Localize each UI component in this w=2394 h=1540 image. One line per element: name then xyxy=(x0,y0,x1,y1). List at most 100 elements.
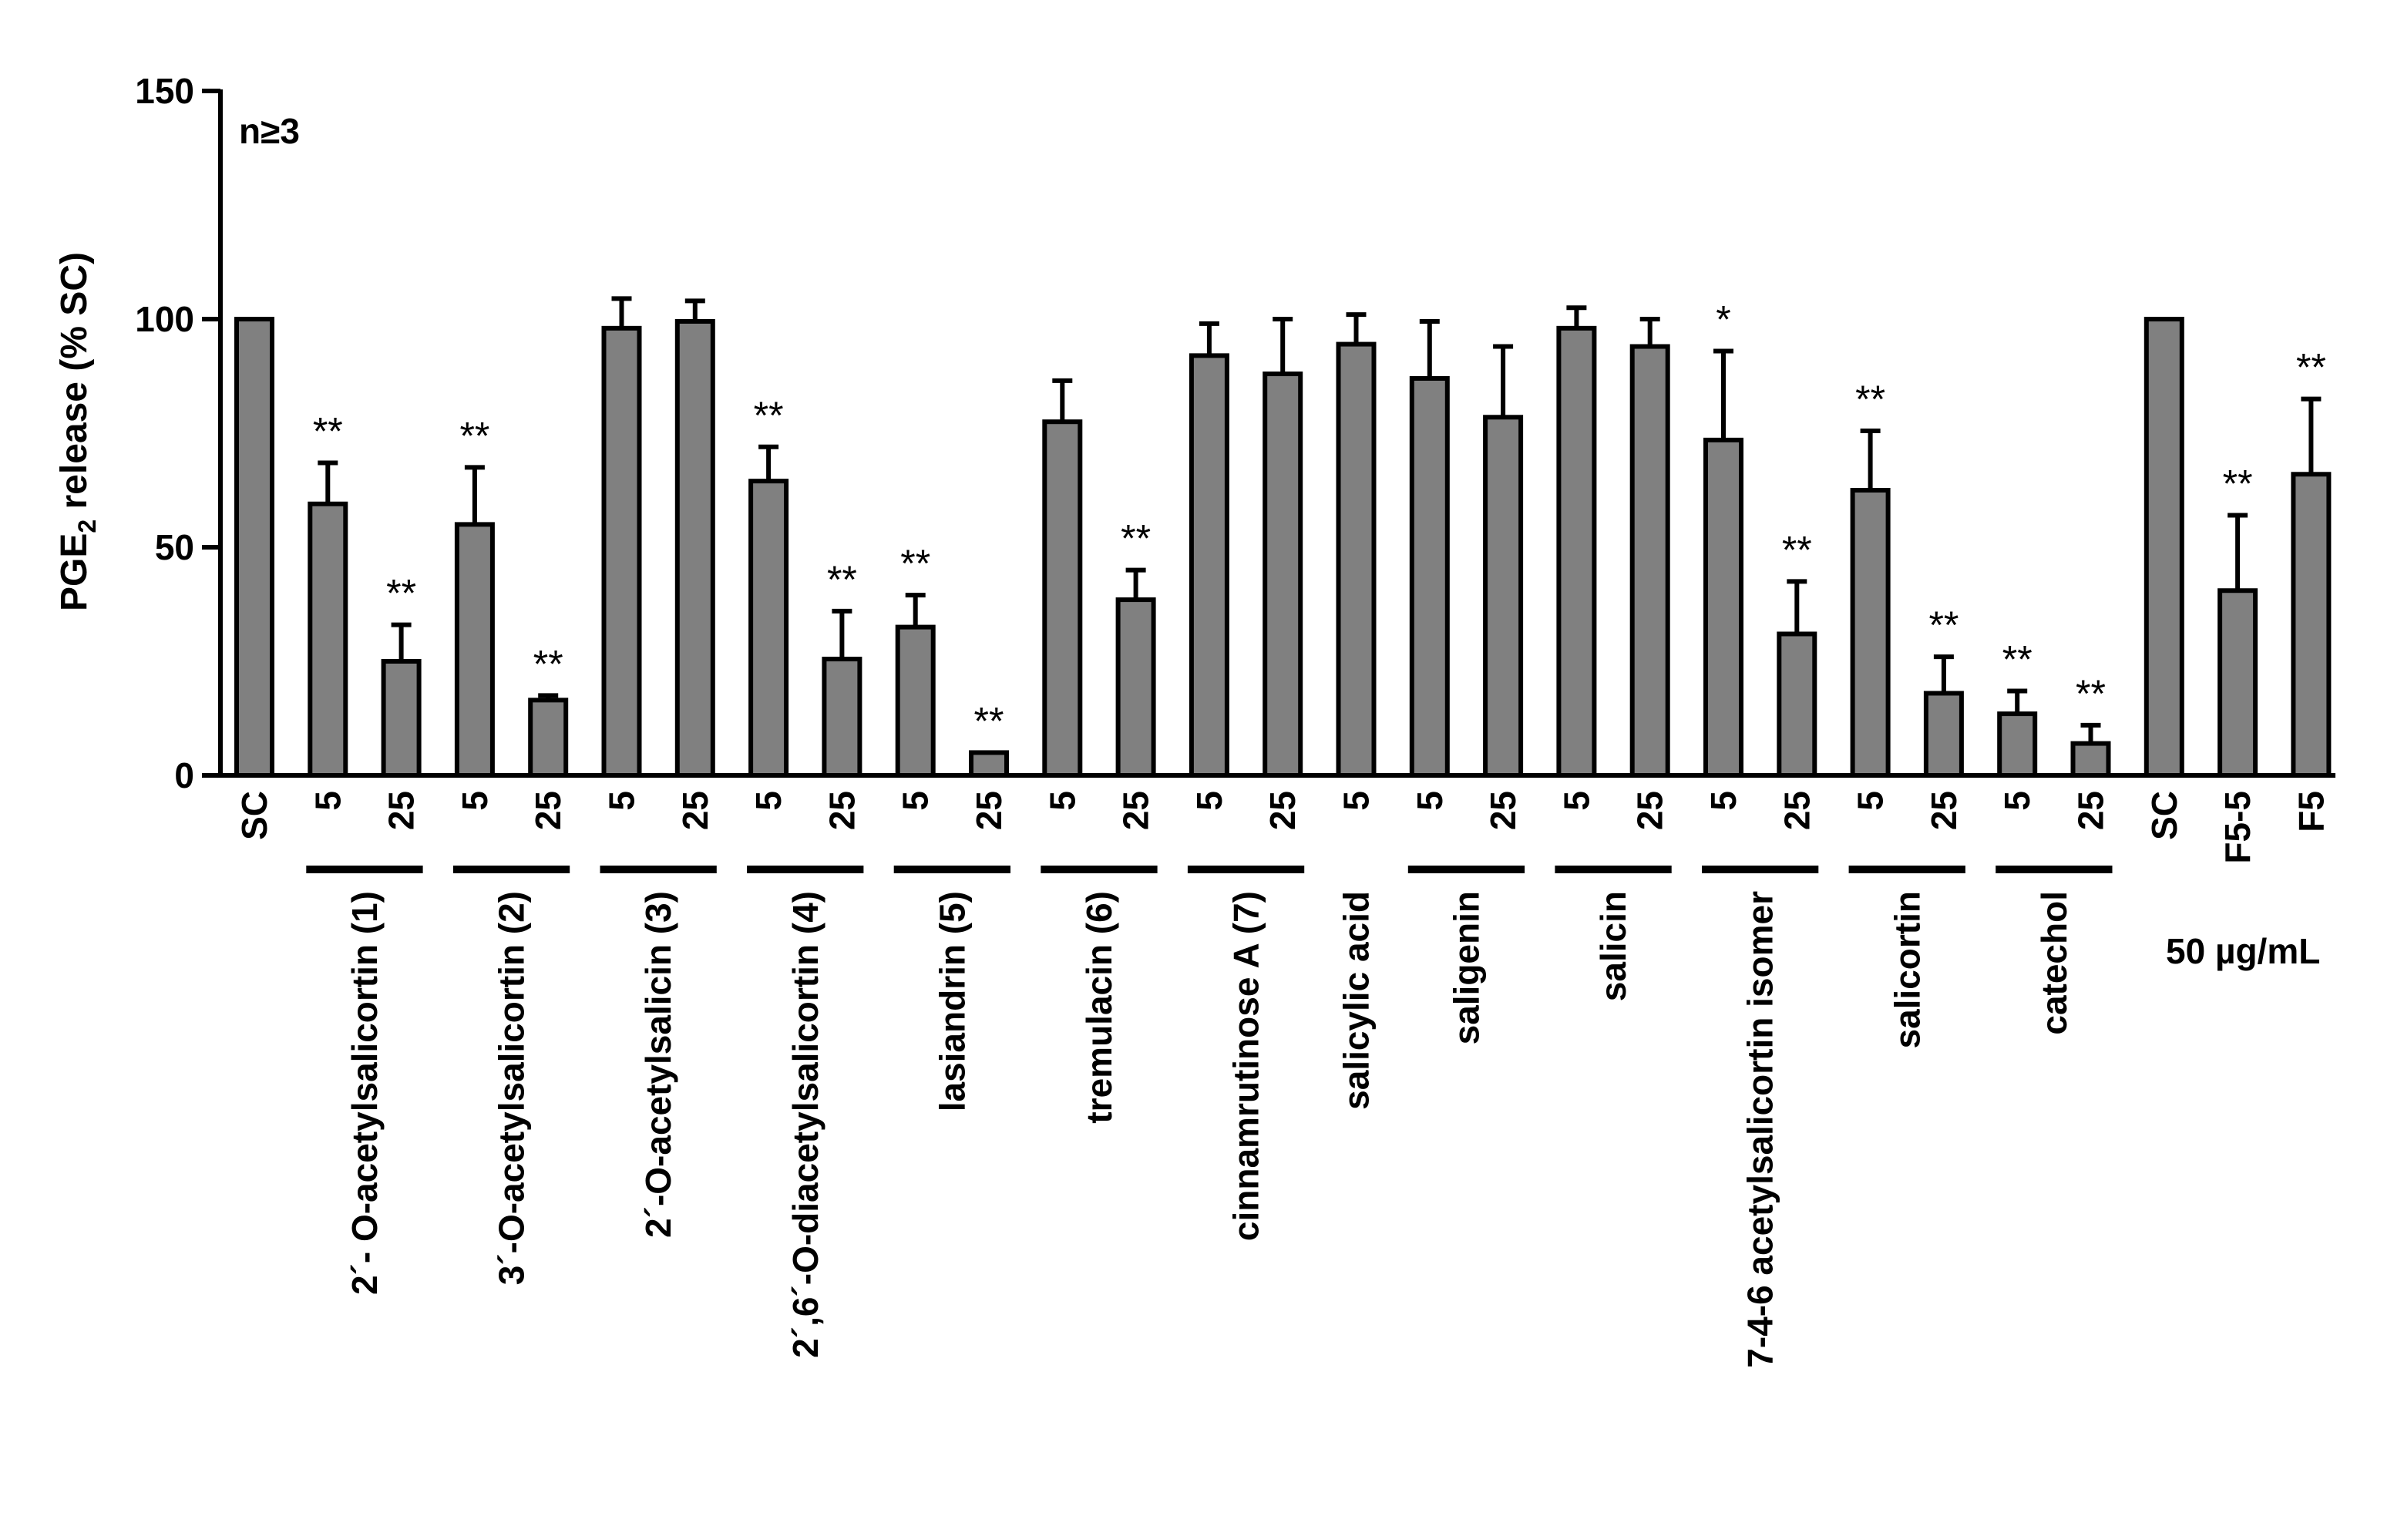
x-tick-label: 25 xyxy=(382,791,422,830)
bar xyxy=(2070,741,2111,778)
x-tick-label: 5 xyxy=(1556,791,1596,811)
group-label: 2´-O-acetylsalicin (3) xyxy=(638,891,678,1238)
bar xyxy=(308,501,348,778)
x-tick-label: F5 xyxy=(2291,791,2331,832)
bar xyxy=(674,318,715,778)
significance-marker: ** xyxy=(974,699,1004,742)
bar xyxy=(822,657,862,778)
significance-marker: ** xyxy=(900,542,930,585)
significance-marker: ** xyxy=(1121,517,1151,560)
bar xyxy=(1189,353,1229,778)
bar xyxy=(1703,437,1743,778)
bars: ************ ********************* xyxy=(234,296,2332,778)
group-label: salicin xyxy=(1593,891,1633,1001)
bar xyxy=(2144,317,2184,778)
x-tick-label: 5 xyxy=(748,791,788,811)
x-tick-label: 25 xyxy=(1777,791,1817,830)
bar xyxy=(601,325,642,778)
bar xyxy=(1923,691,1964,778)
significance-marker: ** xyxy=(313,409,343,452)
y-tick-label: 100 xyxy=(135,299,194,339)
group-label: 7-4-6 acetylsalicortin isomer xyxy=(1740,891,1780,1368)
x-tick-label: 25 xyxy=(969,791,1009,830)
x-tick-label: 5 xyxy=(1410,791,1450,811)
x-tick-label: 5 xyxy=(308,791,348,811)
bar xyxy=(1997,711,2038,778)
y-tick-label: 150 xyxy=(135,71,194,111)
significance-marker: ** xyxy=(2076,672,2106,715)
bar xyxy=(895,624,936,778)
sample-size-annotation: n≥3 xyxy=(239,111,300,151)
x-tick-label: 5 xyxy=(896,791,936,811)
axes: 0 50 100 150 PGE2 release (% SC) xyxy=(54,71,2335,795)
x-tick-label: SC xyxy=(234,791,274,840)
x-tick-label: 5 xyxy=(1042,791,1082,811)
y-tick-label: 50 xyxy=(155,527,194,567)
significance-marker: ** xyxy=(1782,528,1812,571)
x-tick-label: 25 xyxy=(1116,791,1156,830)
bar xyxy=(1263,372,1303,778)
x-tick-label: 25 xyxy=(1483,791,1523,830)
x-tick-label: 25 xyxy=(528,791,568,830)
y-axis-title-tail: release (% SC) xyxy=(54,252,95,519)
group-label: 2´- O-acetylsalicortin (1) xyxy=(345,891,385,1295)
x-tick-label: 25 xyxy=(1263,791,1303,830)
x-tick-label: 25 xyxy=(1630,791,1670,830)
group-label: salicylic acid xyxy=(1337,891,1377,1110)
group-label: salicortin xyxy=(1887,891,1927,1049)
y-axis-title: PGE2 release (% SC) xyxy=(54,252,101,611)
significance-marker: ** xyxy=(459,414,489,457)
x-tick-label: SC xyxy=(2144,791,2184,840)
bar xyxy=(234,317,274,778)
y-axis-title-subscript: 2 xyxy=(73,519,101,533)
group-label: lasiandrin (5) xyxy=(932,891,972,1111)
x-tick-label: 25 xyxy=(1924,791,1964,830)
x-tick-label: 5 xyxy=(1851,791,1891,811)
bar xyxy=(1409,375,1450,778)
x-tick-label: 5 xyxy=(1337,791,1377,811)
bar xyxy=(1556,325,1597,778)
group-label: saligenin xyxy=(1446,891,1486,1044)
group-label: 2´,6´-O-diacetylsalicortin (4) xyxy=(785,891,825,1358)
bar xyxy=(2291,472,2332,778)
bar xyxy=(454,522,495,778)
bar xyxy=(381,659,422,778)
bar xyxy=(2217,588,2258,778)
bar xyxy=(1042,419,1083,778)
x-tick-label: F5-5 xyxy=(2217,791,2258,864)
significance-marker: ** xyxy=(386,572,416,615)
labels: SC 5 25 5 25 5 25 5 25 5 25 5 25 5 25 5 5 25 5 25 5 25 5 25 5 25 S… xyxy=(234,791,2331,1368)
x-tick-label: 25 xyxy=(2071,791,2111,830)
bar xyxy=(528,698,569,778)
x-tick-label: 5 xyxy=(602,791,642,811)
x-tick-label: 25 xyxy=(822,791,862,830)
x-tick-label: 5 xyxy=(1997,791,2037,811)
x-tick-label: 25 xyxy=(675,791,715,830)
group-label: cinnamrutinose A (7) xyxy=(1226,891,1266,1241)
y-tick-label: 0 xyxy=(174,755,194,795)
x-tick-label: 5 xyxy=(1703,791,1743,811)
bar xyxy=(748,479,789,778)
significance-marker: ** xyxy=(2223,462,2253,506)
x-tick-label: 5 xyxy=(455,791,495,811)
significance-marker: ** xyxy=(1855,378,1885,421)
significance-marker: ** xyxy=(2296,346,2326,389)
x-tick-label: 5 xyxy=(1189,791,1229,811)
concentration-unit-label: 50 µg/mL xyxy=(2166,931,2320,971)
significance-marker: * xyxy=(1716,298,1730,341)
group-label: 3´-O-acetylsalicortin (2) xyxy=(492,891,532,1285)
bar xyxy=(1483,415,1524,778)
y-axis-title-main: PGE xyxy=(54,533,95,611)
significance-marker: ** xyxy=(2002,637,2033,681)
bar xyxy=(1336,341,1377,778)
significance-marker: ** xyxy=(533,642,563,685)
bar xyxy=(969,750,1009,778)
bar xyxy=(1850,488,1891,778)
bar xyxy=(1777,631,1817,778)
group-label: tremulacin (6) xyxy=(1079,891,1119,1124)
significance-marker: ** xyxy=(754,394,784,437)
significance-marker: ** xyxy=(1928,604,1959,647)
bar xyxy=(1115,597,1156,778)
